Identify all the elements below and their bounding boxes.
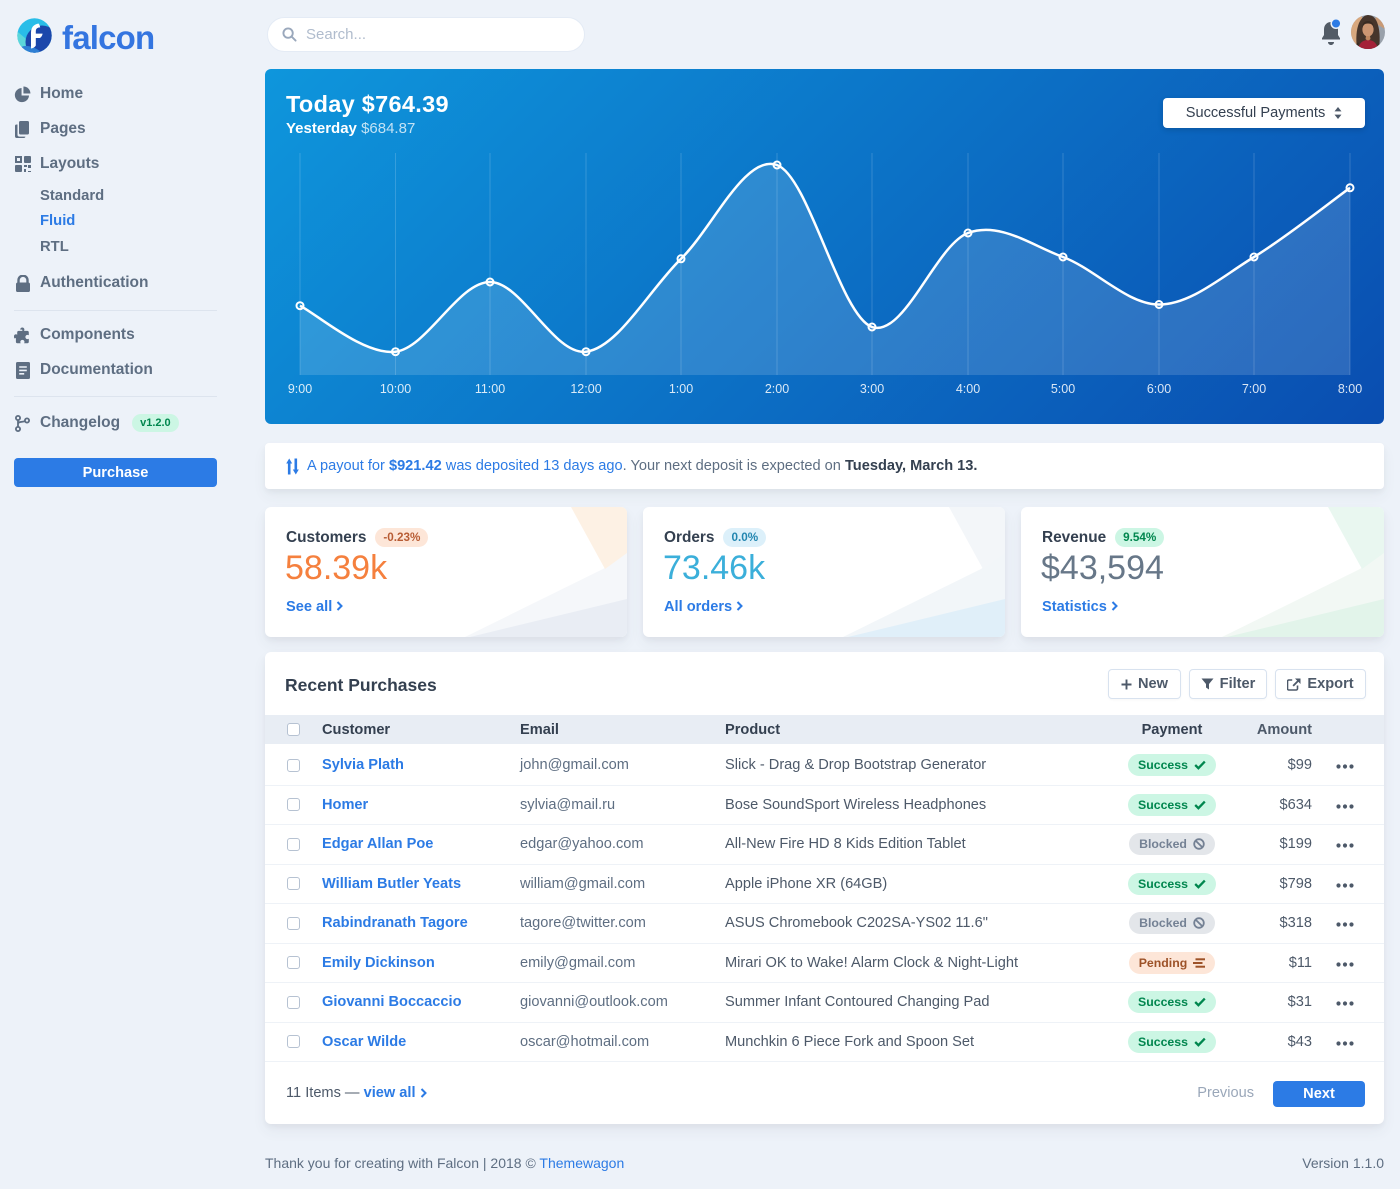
- svg-text:2:00: 2:00: [765, 382, 789, 396]
- svg-text:7:00: 7:00: [1242, 382, 1266, 396]
- svg-text:12:00: 12:00: [570, 382, 601, 396]
- svg-text:10:00: 10:00: [380, 382, 411, 396]
- svg-text:5:00: 5:00: [1051, 382, 1075, 396]
- svg-text:6:00: 6:00: [1147, 382, 1171, 396]
- svg-text:3:00: 3:00: [860, 382, 884, 396]
- svg-text:9:00: 9:00: [288, 382, 312, 396]
- svg-text:11:00: 11:00: [475, 382, 505, 396]
- svg-text:4:00: 4:00: [956, 382, 980, 396]
- svg-text:8:00: 8:00: [1338, 382, 1362, 396]
- svg-text:1:00: 1:00: [669, 382, 693, 396]
